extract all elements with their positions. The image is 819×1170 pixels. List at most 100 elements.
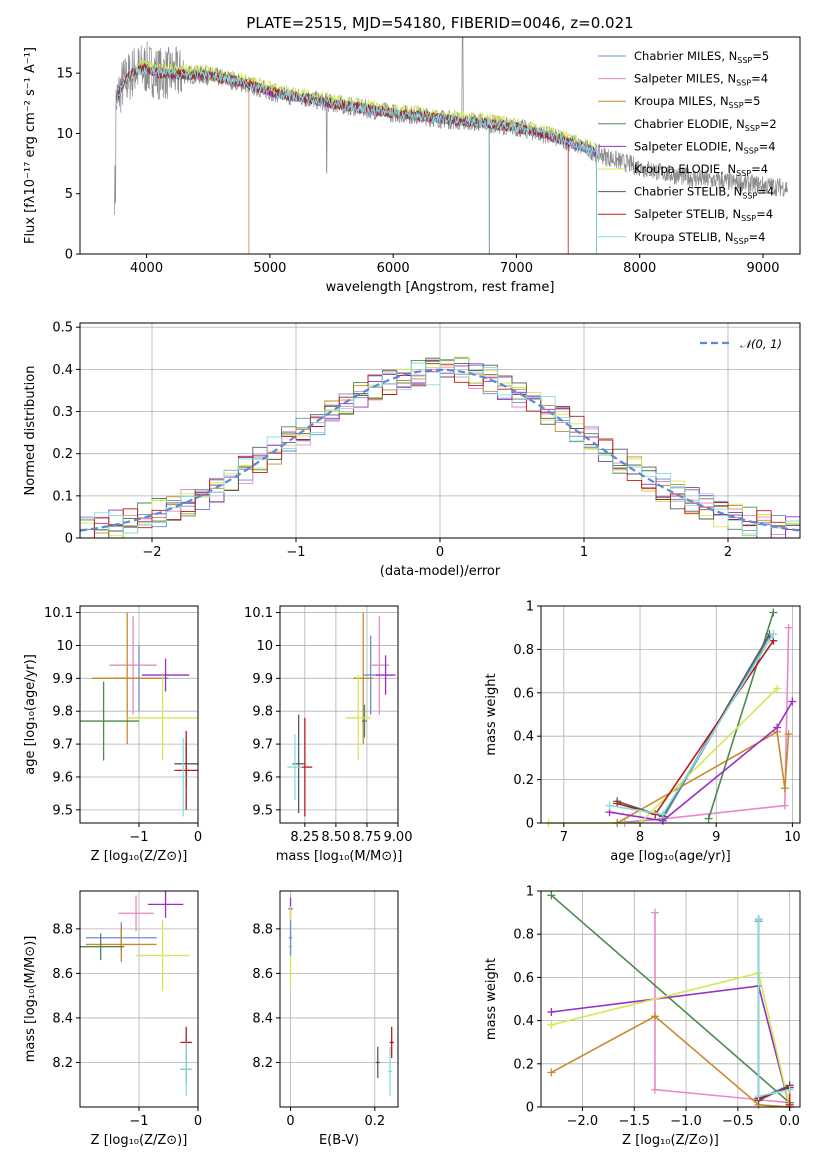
x-tick-label: 8.50 (321, 830, 350, 845)
model-spectrum-line (115, 62, 597, 254)
y-tick-label: 10.1 (44, 606, 73, 621)
y-axis-label: mass [log₁₀(M/M⊙)] (23, 936, 38, 1063)
axes-frame (79, 36, 801, 255)
y-tick-label: 9.7 (252, 738, 273, 753)
x-tick-label: −0.5 (722, 1114, 754, 1129)
y-tick-label: 8.2 (252, 1056, 273, 1071)
x-tick-label: 0.2 (364, 1114, 385, 1129)
x-axis-label: Z [log₁₀(Z/Z⊙)] (91, 849, 188, 864)
x-tick-label: 9 (712, 830, 720, 845)
y-axis-label: Normed distribution (23, 366, 38, 496)
axes-frame (540, 890, 801, 1108)
x-tick-label: 7 (560, 830, 568, 845)
y-tick-label: 0.2 (52, 447, 73, 462)
weight-series-line (609, 633, 774, 816)
x-tick-label: −1 (129, 830, 148, 845)
x-axis-label: mass [log₁₀(M/M⊙)] (276, 849, 403, 864)
y-tick-label: 0.3 (52, 405, 73, 420)
x-tick-label: 0 (286, 1114, 294, 1129)
x-tick-label: −2 (142, 545, 161, 560)
x-tick-label: 2 (724, 545, 732, 560)
x-tick-label: 9000 (746, 261, 779, 276)
y-tick-label: 8.2 (52, 1056, 73, 1071)
legend-entry: Kroupa ELODIE, NSSP=4 (634, 162, 768, 178)
x-tick-label: 6000 (377, 261, 410, 276)
x-tick-label: 1 (580, 545, 588, 560)
model-spectrum-line (133, 59, 597, 254)
model-spectrum-line (116, 64, 597, 254)
y-tick-label: 0 (65, 532, 73, 547)
weight-series-line (551, 985, 791, 1108)
y-tick-label: 8.4 (252, 1011, 273, 1026)
legend-entry: Chabrier MILES, NSSP=5 (634, 49, 769, 65)
y-tick-label: 0 (526, 1101, 534, 1116)
x-tick-label: 4000 (130, 261, 163, 276)
y-axis-label: mass weight (484, 958, 499, 1040)
x-tick-label: −1 (286, 545, 305, 560)
legend-entry: Salpeter STELIB, NSSP=4 (634, 207, 773, 223)
y-tick-label: 0.2 (513, 1057, 534, 1072)
x-tick-label: −2.0 (567, 1114, 599, 1129)
y-axis-label: age [log₁₀(age/yr)] (23, 654, 38, 775)
mass-vs-metallicity-panel: −1 0 8.2 8.4 8.6 8.8 Z [log₁₀(Z/Z⊙)] mass [log₁… (23, 890, 202, 1148)
y-tick-label: 9.5 (52, 803, 73, 818)
residual-histogram-panel: −2 −1 0 1 2 0 0.1 0.2 0.3 0.4 0.5 (data-model)/erro… (23, 321, 801, 579)
legend-entry: Kroupa MILES, NSSP=5 (634, 94, 760, 110)
weight-series-line (757, 919, 790, 1098)
y-tick-label: 15 (56, 67, 73, 82)
x-axis-label: age [log₁₀(age/yr)] (610, 849, 731, 864)
y-tick-label: 8.6 (52, 967, 73, 982)
legend-entry: Salpeter ELODIE, NSSP=4 (634, 139, 776, 155)
legend-entry: Kroupa STELIB, NSSP=4 (634, 230, 765, 246)
x-tick-label: 0.0 (779, 1114, 800, 1129)
y-tick-label: 10 (56, 127, 73, 142)
y-tick-label: 10 (256, 639, 273, 654)
y-tick-label: 9.7 (52, 738, 73, 753)
y-tick-label: 8.8 (52, 922, 73, 937)
y-tick-label: 10 (56, 639, 73, 654)
y-tick-label: 0.5 (52, 321, 73, 336)
y-tick-label: 0.6 (513, 686, 534, 701)
histogram-series (80, 359, 800, 536)
axes-frame (540, 605, 801, 824)
y-tick-label: 9.8 (52, 705, 73, 720)
y-tick-label: 8.6 (252, 967, 273, 982)
weight-series-line (757, 921, 790, 1100)
y-tick-label: 0.2 (513, 773, 534, 788)
axes-frame (279, 605, 399, 824)
legend-entry: 𝒩(0, 1) (740, 337, 782, 351)
x-tick-label: 0 (194, 1114, 202, 1129)
y-tick-label: 9.6 (252, 770, 273, 785)
legend-entry: Chabrier ELODIE, NSSP=2 (634, 117, 777, 133)
weight-vs-age-panel: 7 8 9 10 0 0.2 0.4 0.6 0.8 1 age [log₁₀(age/yr)] ma… (484, 600, 801, 865)
histogram-series (80, 357, 800, 538)
x-tick-label: 0 (436, 545, 444, 560)
y-axis-label: Flux [fλ10⁻¹⁷ erg cm⁻² s⁻¹ A⁻¹] (23, 47, 38, 244)
y-tick-label: 0.4 (513, 1014, 534, 1029)
x-tick-label: 8000 (623, 261, 656, 276)
weight-series-line (609, 701, 794, 822)
x-axis-label: (data-model)/error (380, 564, 501, 579)
y-tick-label: 5 (65, 187, 73, 202)
mass-vs-extinction-panel: 0 0.2 8.2 8.4 8.6 8.8 E(B-V) (252, 890, 399, 1148)
weight-series-line (757, 919, 790, 1102)
model-spectrum-line (116, 64, 569, 254)
model-spectrum-line (116, 63, 597, 254)
y-tick-label: 0.6 (513, 971, 534, 986)
y-tick-label: 10.1 (244, 606, 273, 621)
y-tick-label: 9.9 (52, 672, 73, 687)
figure-title: PLATE=2515, MJD=54180, FIBERID=0046, z=0… (246, 14, 633, 32)
weight-series-line (616, 730, 790, 824)
legend-entry: Chabrier STELIB, NSSP=4 (634, 185, 774, 201)
model-spectrum-line (115, 64, 597, 254)
age-vs-metallicity-panel: −1 0 9.5 9.6 9.7 9.8 9.9 10 10.1 Z [log₁₀(Z/Z⊙)] a… (23, 605, 202, 864)
y-tick-label: 0.8 (513, 643, 534, 658)
y-tick-label: 0.4 (513, 730, 534, 745)
weight-series-line (550, 894, 791, 1104)
y-tick-label: 1 (526, 885, 534, 900)
y-tick-label: 9.6 (52, 770, 73, 785)
y-tick-label: 0 (65, 248, 73, 263)
x-tick-label: 5000 (253, 261, 286, 276)
x-axis-label: E(B-V) (319, 1133, 359, 1148)
y-tick-label: 0.1 (52, 489, 73, 504)
